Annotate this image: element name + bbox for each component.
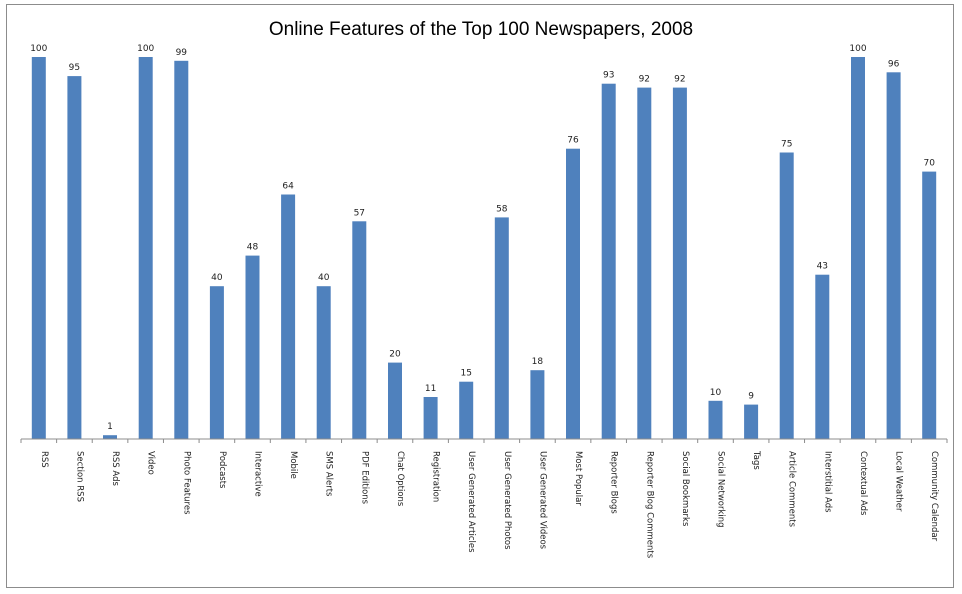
category-label: Interstitial Ads [822, 451, 832, 513]
data-label: 40 [318, 273, 330, 283]
category-labels-group: RSS Section RSS RSS Ads Video Photo Features… [39, 450, 939, 559]
bar [174, 60, 189, 440]
data-label: 43 [817, 262, 828, 272]
bar-chart: Online Features of the Top 100 Newspaper… [20, 19, 948, 559]
category-label: Social Bookmarks [680, 451, 690, 527]
data-label: 64 [282, 182, 294, 192]
data-label: 95 [69, 63, 80, 73]
category-label: Local Weather [894, 451, 904, 512]
bar [423, 397, 438, 439]
data-label: 100 [137, 44, 154, 54]
category-label: Most Popular [573, 451, 583, 506]
data-label: 9 [748, 392, 754, 402]
bar [815, 274, 830, 439]
data-label: 18 [532, 357, 544, 367]
category-label: User Generated Photos [502, 451, 512, 550]
bar [245, 255, 260, 439]
data-label: 76 [567, 136, 579, 146]
data-label: 99 [176, 48, 188, 58]
bar [31, 57, 46, 439]
category-label: User Generated Articles [466, 451, 476, 553]
chart-title: Online Features of the Top 100 Newspaper… [269, 19, 693, 40]
category-label: RSS Ads [110, 451, 120, 486]
data-label: 58 [496, 204, 508, 214]
data-label: 40 [211, 273, 223, 283]
bar [566, 148, 580, 439]
bar [352, 221, 367, 439]
bar [103, 435, 117, 439]
bar [530, 370, 545, 439]
category-label: Contextual Ads [858, 451, 868, 516]
chart-frame: Online Features of the Top 100 Newspaper… [6, 4, 954, 588]
data-label: 100 [849, 44, 866, 54]
data-label: 20 [389, 350, 401, 360]
data-label: 1 [107, 422, 113, 432]
data-label: 15 [460, 369, 471, 379]
bars-group [31, 57, 937, 440]
bar [281, 194, 296, 439]
category-label: Article Comments [787, 451, 797, 528]
bar [67, 76, 82, 439]
bar [886, 72, 901, 440]
data-label: 10 [710, 388, 722, 398]
category-label: Mobile [288, 451, 298, 479]
data-label: 100 [30, 44, 47, 54]
category-label: Community Calendar [929, 451, 939, 542]
category-label: Chat Options [395, 451, 405, 507]
category-label: Registration [431, 451, 441, 502]
category-label: SMS Alerts [324, 451, 334, 497]
bar [744, 404, 759, 439]
category-label: Interactive [253, 451, 263, 497]
data-label: 75 [781, 140, 792, 150]
category-label: RSS [39, 451, 49, 468]
category-label: Video [146, 451, 156, 475]
data-label: 96 [888, 59, 900, 69]
category-label: PDF Editions [359, 451, 369, 505]
bar [459, 381, 474, 439]
bar [601, 83, 616, 439]
bar [851, 57, 865, 439]
bar [209, 286, 224, 439]
x-axis-ticks [20, 439, 948, 443]
category-label: Photo Features [181, 451, 191, 515]
category-label: Reporter Blogs [609, 451, 619, 514]
bar [922, 171, 937, 439]
data-label: 93 [603, 71, 614, 81]
bar [494, 217, 509, 439]
category-label: User Generated Videos [537, 451, 547, 550]
bar [708, 400, 723, 439]
data-label: 11 [425, 384, 436, 394]
data-label: 70 [923, 159, 935, 169]
bar [672, 87, 687, 439]
data-label: 57 [354, 208, 365, 218]
bar [637, 87, 652, 439]
data-labels-group: 100 95 1 100 99 40 48 64 40 57 20 11 15 58 18 76 93 92 92 1… [30, 44, 935, 432]
bar [779, 152, 794, 439]
bar [138, 57, 153, 439]
category-label: Reporter Blog Comments [644, 451, 654, 559]
data-label: 92 [674, 75, 685, 85]
category-label: Social Networking [716, 451, 726, 528]
category-label: Section RSS [74, 451, 84, 502]
data-label: 92 [639, 75, 650, 85]
data-label: 48 [247, 243, 259, 253]
category-label: Podcasts [217, 451, 227, 489]
bar [388, 362, 402, 439]
bar [316, 286, 331, 439]
category-label: Tags [751, 450, 761, 470]
